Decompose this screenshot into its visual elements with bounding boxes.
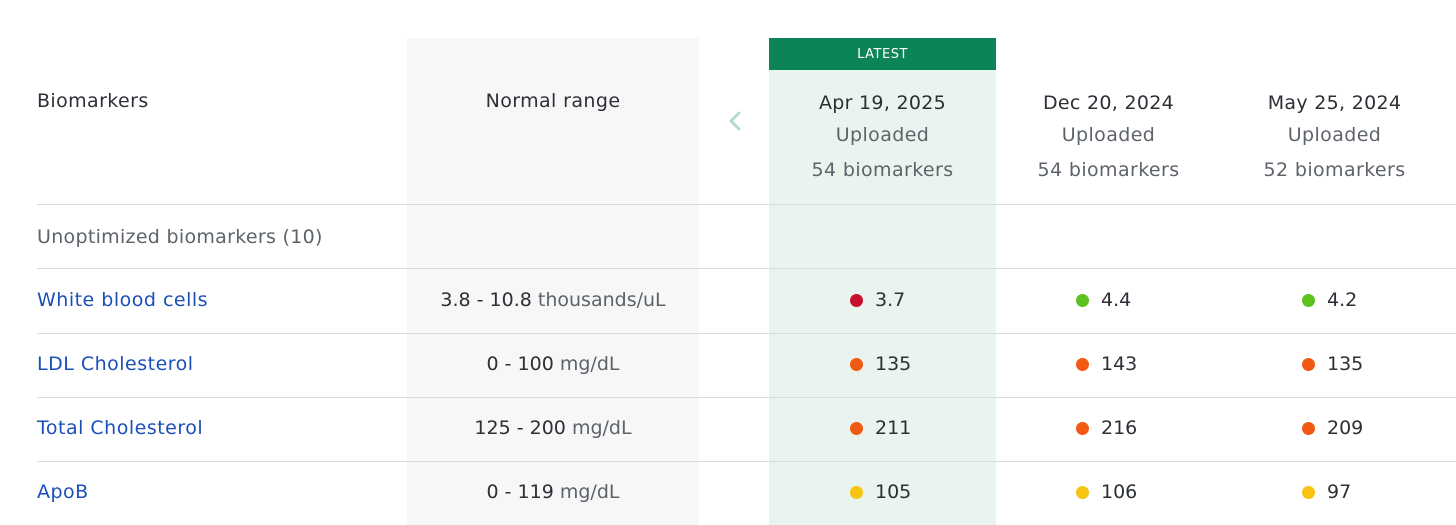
range-values: 125 - 200 xyxy=(474,417,566,439)
status-dot-icon xyxy=(1302,293,1315,307)
result-column-header-1[interactable]: Dec 20, 2024 Uploaded 54 biomarkers xyxy=(995,88,1222,188)
range-values: 0 - 100 xyxy=(486,353,554,375)
normal-range-header: Normal range xyxy=(485,90,621,112)
latest-badge: LATEST xyxy=(769,38,996,70)
result-cell: 216 xyxy=(995,417,1222,439)
chevron-left-icon xyxy=(729,111,741,131)
status-dot-icon xyxy=(1302,421,1315,435)
result-count: 54 biomarkers xyxy=(811,159,954,181)
status-dot-icon xyxy=(850,421,863,435)
result-cell: 106 xyxy=(995,481,1222,503)
result-value: 209 xyxy=(1327,417,1364,439)
range-unit: thousands/uL xyxy=(537,289,666,311)
result-date: Apr 19, 2025 xyxy=(818,92,947,114)
range-unit: mg/dL xyxy=(559,481,620,503)
result-column-header-2[interactable]: May 25, 2024 Uploaded 52 biomarkers xyxy=(1221,88,1448,188)
result-status: Uploaded xyxy=(835,124,930,146)
divider xyxy=(37,268,1456,269)
biomarkers-header: Biomarkers xyxy=(37,90,149,112)
result-cell: 3.7 xyxy=(769,289,996,311)
result-date: May 25, 2024 xyxy=(1267,92,1402,114)
biomarker-link[interactable]: ApoB xyxy=(37,481,89,503)
status-dot-icon xyxy=(850,357,863,371)
range-unit: mg/dL xyxy=(559,353,620,375)
result-value: 143 xyxy=(1101,353,1138,375)
result-cell: 4.2 xyxy=(1221,289,1448,311)
table-row: LDL Cholesterol 0 - 100 mg/dL 135 143 13… xyxy=(0,333,1456,397)
status-dot-icon xyxy=(1302,357,1315,371)
status-dot-icon xyxy=(1302,485,1315,499)
normal-range-cell: 0 - 100 mg/dL xyxy=(407,353,699,375)
divider xyxy=(37,204,1456,205)
result-value: 4.4 xyxy=(1101,289,1132,311)
result-value: 135 xyxy=(1327,353,1364,375)
biomarker-link[interactable]: LDL Cholesterol xyxy=(37,353,194,375)
result-cell: 209 xyxy=(1221,417,1448,439)
result-status: Uploaded xyxy=(1287,124,1382,146)
status-dot-icon xyxy=(1076,421,1089,435)
section-label: Unoptimized biomarkers (10) xyxy=(37,226,323,248)
result-cell: 135 xyxy=(1221,353,1448,375)
latest-column-bg xyxy=(769,38,996,525)
previous-results-button[interactable] xyxy=(720,104,750,138)
divider xyxy=(37,461,1456,462)
range-values: 0 - 119 xyxy=(486,481,554,503)
normal-range-cell: 125 - 200 mg/dL xyxy=(407,417,699,439)
result-cell: 211 xyxy=(769,417,996,439)
result-column-header-0[interactable]: Apr 19, 2025 Uploaded 54 biomarkers xyxy=(769,88,996,188)
normal-range-column-bg xyxy=(407,38,699,525)
result-value: 106 xyxy=(1101,481,1138,503)
table-row: ApoB 0 - 119 mg/dL 105 106 97 xyxy=(0,461,1456,525)
result-count: 54 biomarkers xyxy=(1037,159,1180,181)
range-unit: mg/dL xyxy=(571,417,632,439)
biomarker-link[interactable]: Total Cholesterol xyxy=(37,417,204,439)
normal-range-cell: 3.8 - 10.8 thousands/uL xyxy=(407,289,699,311)
result-date: Dec 20, 2024 xyxy=(1042,92,1174,114)
normal-range-cell: 0 - 119 mg/dL xyxy=(407,481,699,503)
divider xyxy=(37,397,1456,398)
status-dot-icon xyxy=(1076,485,1089,499)
result-cell: 105 xyxy=(769,481,996,503)
result-value: 135 xyxy=(875,353,912,375)
status-dot-icon xyxy=(1076,357,1089,371)
result-cell: 143 xyxy=(995,353,1222,375)
result-value: 216 xyxy=(1101,417,1138,439)
result-value: 97 xyxy=(1327,481,1352,503)
result-cell: 135 xyxy=(769,353,996,375)
status-dot-icon xyxy=(850,485,863,499)
result-value: 105 xyxy=(875,481,912,503)
biomarker-link[interactable]: White blood cells xyxy=(37,289,209,311)
result-value: 4.2 xyxy=(1327,289,1358,311)
result-status: Uploaded xyxy=(1061,124,1156,146)
result-value: 211 xyxy=(875,417,912,439)
table-row: Total Cholesterol 125 - 200 mg/dL 211 21… xyxy=(0,397,1456,461)
range-values: 3.8 - 10.8 xyxy=(440,289,532,311)
result-value: 3.7 xyxy=(875,289,906,311)
status-dot-icon xyxy=(850,293,863,307)
result-cell: 4.4 xyxy=(995,289,1222,311)
divider xyxy=(37,333,1456,334)
table-row: White blood cells 3.8 - 10.8 thousands/u… xyxy=(0,269,1456,333)
status-dot-icon xyxy=(1076,293,1089,307)
result-count: 52 biomarkers xyxy=(1263,159,1406,181)
result-cell: 97 xyxy=(1221,481,1448,503)
